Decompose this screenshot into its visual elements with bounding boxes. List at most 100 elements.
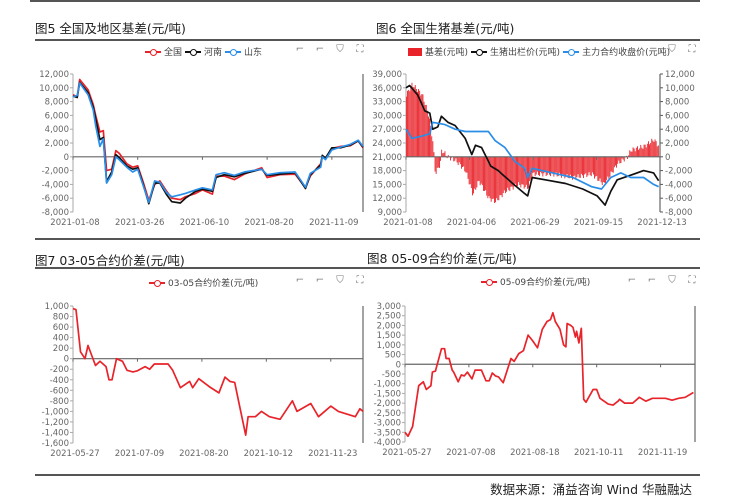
basis-bar <box>582 156 583 176</box>
legend-marker-blue[interactable] <box>225 48 242 56</box>
basis-bar <box>583 156 584 179</box>
basis-bar <box>411 82 413 157</box>
legend-label[interactable]: 03-05合约价差(元/吨) <box>168 279 259 289</box>
basis-bar <box>596 156 598 177</box>
basis-bar <box>544 156 546 173</box>
top-rule <box>30 0 700 2</box>
basis-bar <box>463 156 465 167</box>
save-icon[interactable]: ⛉ <box>668 275 676 286</box>
fullscreen-icon[interactable]: ⛶ <box>356 44 364 55</box>
legend-marker-bar[interactable] <box>408 47 422 56</box>
legend-label[interactable]: 05-09合约价差(元/吨) <box>500 278 591 288</box>
basis-bar <box>650 143 652 157</box>
basis-bar <box>465 156 467 173</box>
save-icon[interactable]: ⛉ <box>336 44 344 55</box>
y-tick-label: -2,500 <box>374 409 401 419</box>
basis-bar <box>541 156 543 174</box>
save-icon[interactable]: ⛉ <box>668 44 676 55</box>
basis-bar <box>642 148 644 157</box>
basis-bar <box>551 156 553 173</box>
legend-marker-black[interactable] <box>185 48 202 56</box>
basis-bar <box>656 146 658 157</box>
legend-marker-blue[interactable] <box>563 48 580 56</box>
fig7-title: 图7 03-05合约价差(元/吨) <box>35 253 185 268</box>
x-tick-label: 2021-10-11 <box>574 448 623 458</box>
basis-bar <box>510 156 512 187</box>
fig7-bottom-rule <box>35 474 368 476</box>
basis-bar <box>462 156 463 168</box>
legend-label[interactable]: 河南 <box>204 48 223 58</box>
basis-bar <box>549 156 550 175</box>
basis-bar <box>410 86 412 157</box>
basis-bar <box>500 156 502 196</box>
y-tick-label: 15,000 <box>372 180 402 190</box>
basis-bar <box>489 156 491 199</box>
legend-marker-red[interactable] <box>481 278 497 286</box>
basis-bar <box>453 156 455 162</box>
basis-bar <box>565 156 567 177</box>
legend-marker-red[interactable] <box>145 48 161 56</box>
zoom-icon[interactable]: ⌐ <box>295 44 305 55</box>
zoom-icon[interactable]: ⌐ <box>295 275 305 286</box>
basis-bar <box>591 156 593 173</box>
basis-bar <box>519 156 521 185</box>
basis-bar <box>609 156 611 177</box>
basis-bar <box>479 156 481 186</box>
basis-bar <box>481 156 483 186</box>
legend-label[interactable]: 山东 <box>244 48 263 58</box>
basis-bar <box>495 156 496 203</box>
y-tick-label: 0 <box>64 153 69 163</box>
legend-marker-red[interactable] <box>149 279 165 287</box>
basis-bar <box>538 156 539 175</box>
basis-bar <box>572 156 573 180</box>
fullscreen-icon[interactable]: ⛶ <box>688 275 696 286</box>
legend-label[interactable]: 全国 <box>164 48 183 58</box>
zoom-icon[interactable]: ⌐ <box>627 275 637 286</box>
legend-marker-black[interactable] <box>471 48 488 56</box>
y-tick-label-right: 8,000 <box>665 98 689 108</box>
y-tick-label: 39,000 <box>372 70 402 80</box>
basis-bar <box>535 156 537 175</box>
basis-bar <box>478 156 480 181</box>
y-tick-label: -1,400 <box>42 428 69 438</box>
basis-bar <box>612 156 614 173</box>
basis-bar <box>514 156 516 184</box>
y-tick-label: 400 <box>53 334 69 344</box>
basis-bar <box>584 156 586 175</box>
fig8-toolbox: ⌐ ⌐ ⛉ ⛶ <box>626 275 698 286</box>
y-tick-label-right: -4,000 <box>665 180 692 190</box>
basis-bar <box>589 156 591 176</box>
basis-bar <box>506 156 507 192</box>
basis-bar <box>600 156 602 183</box>
basis-bar <box>508 156 510 190</box>
basis-bar <box>529 156 531 182</box>
basis-bar <box>492 156 494 199</box>
basis-bar <box>628 155 630 157</box>
fig5-bottom-rule <box>35 238 368 240</box>
basis-bar <box>459 156 461 165</box>
basis-bar <box>417 91 418 157</box>
chart-7: 1,0008006004002000-200-400-600-800-1,000… <box>42 302 364 459</box>
legend-label[interactable]: 生猪出栏价(元吨) <box>490 48 561 58</box>
basis-bar <box>455 156 457 159</box>
legend-label[interactable]: 主力合约收盘价(元吨) <box>582 48 671 58</box>
basis-bar <box>539 156 540 176</box>
fullscreen-icon[interactable]: ⛶ <box>688 44 696 55</box>
series-line-1 <box>404 311 694 438</box>
zoom-reset-icon[interactable]: ⌐ <box>647 275 657 286</box>
legend-label[interactable]: 基差(元吨) <box>425 48 469 58</box>
basis-bar <box>424 105 426 157</box>
x-tick-label: 2021-03-26 <box>115 218 164 228</box>
fig5-legend: 全国 河南 山东 <box>145 45 262 58</box>
basis-bar <box>543 156 545 174</box>
basis-bar <box>553 156 555 177</box>
y-tick-label-right: 0 <box>665 153 670 163</box>
y-tick-label: 0 <box>64 355 69 365</box>
save-icon[interactable]: ⛉ <box>336 275 344 286</box>
zoom-reset-icon[interactable]: ⌐ <box>315 275 325 286</box>
basis-bar <box>433 152 435 157</box>
fullscreen-icon[interactable]: ⛶ <box>356 275 364 286</box>
zoom-reset-icon[interactable]: ⌐ <box>315 44 325 55</box>
basis-bar <box>441 149 443 157</box>
basis-bar <box>413 87 415 157</box>
